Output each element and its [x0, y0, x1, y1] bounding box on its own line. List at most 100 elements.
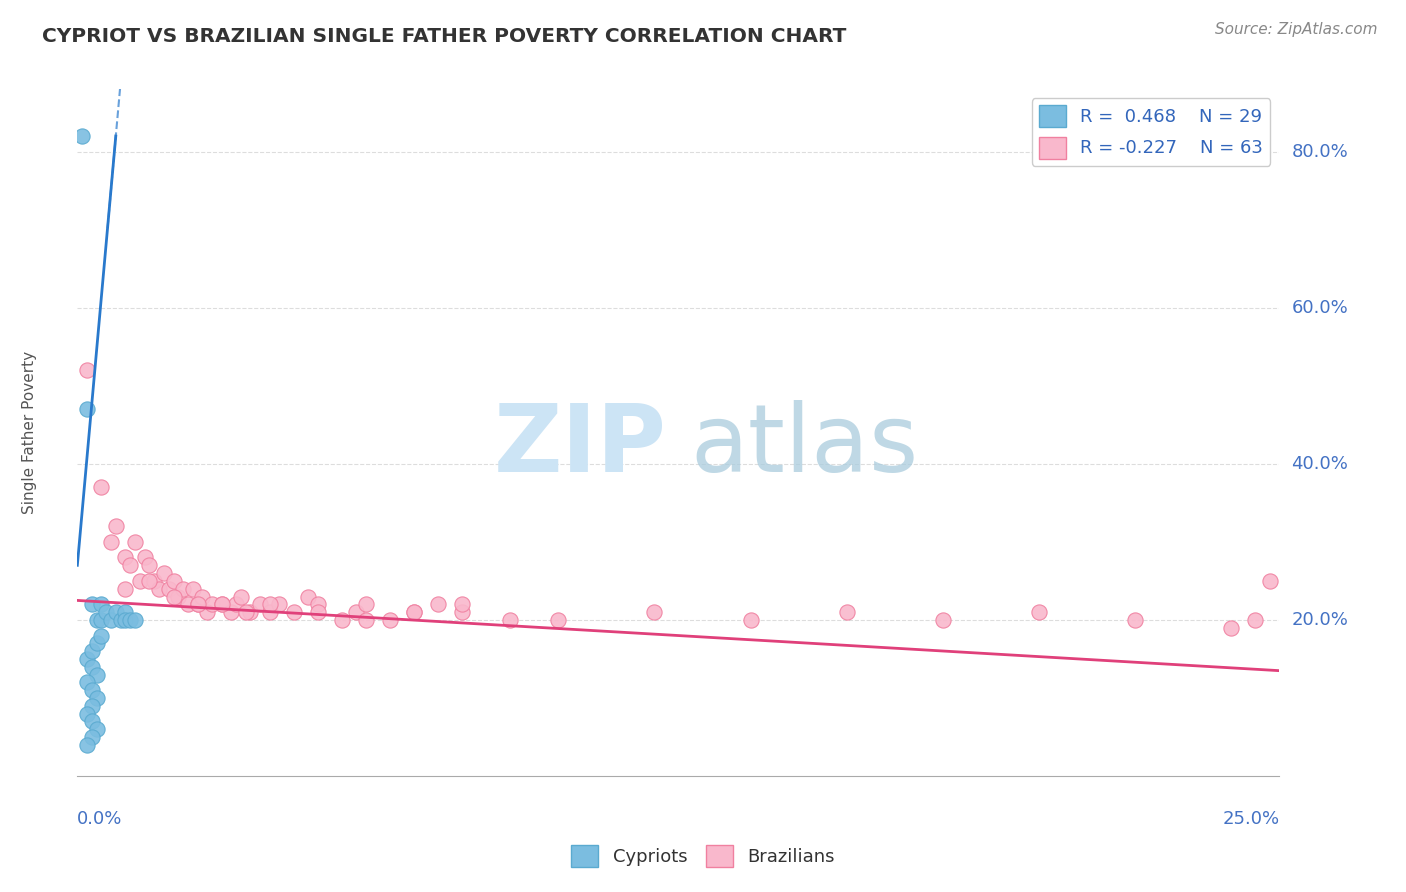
Point [172, 582, 194, 596]
Point [354, 613, 377, 627]
Point [167, 590, 190, 604]
Text: Single Father Poverty: Single Father Poverty [21, 351, 37, 514]
Point [86, 723, 108, 737]
Point [547, 613, 569, 627]
Text: 0.0%: 0.0% [77, 810, 122, 829]
Point [86, 667, 108, 681]
Point [80, 598, 103, 612]
Point [76, 675, 98, 690]
Text: 20.0%: 20.0% [1292, 611, 1348, 629]
Text: ZIP: ZIP [494, 401, 666, 492]
Point [177, 598, 200, 612]
Point [90, 598, 112, 612]
Point [100, 534, 122, 549]
Point [76, 652, 98, 666]
Point [134, 550, 156, 565]
Point [114, 550, 136, 565]
Point [80, 714, 103, 729]
Point [114, 582, 136, 596]
Point [235, 605, 257, 619]
Point [211, 598, 233, 612]
Point [191, 590, 214, 604]
Text: Source: ZipAtlas.com: Source: ZipAtlas.com [1215, 22, 1378, 37]
Point [76, 402, 98, 417]
Point [96, 605, 118, 619]
Point [1123, 613, 1146, 627]
Point [70, 128, 93, 143]
Point [225, 598, 247, 612]
Point [283, 605, 305, 619]
Point [80, 683, 103, 698]
Point [378, 613, 401, 627]
Point [80, 698, 103, 713]
Point [1244, 613, 1267, 627]
Point [80, 644, 103, 658]
Point [427, 598, 450, 612]
Point [86, 690, 108, 705]
Legend: Cypriots, Brazilians: Cypriots, Brazilians [564, 838, 842, 874]
Point [259, 598, 281, 612]
Point [162, 590, 184, 604]
Point [80, 660, 103, 674]
Point [1258, 574, 1281, 588]
Point [186, 598, 209, 612]
Point [76, 706, 98, 721]
Point [153, 566, 176, 580]
Point [90, 480, 112, 494]
Point [138, 574, 160, 588]
Point [330, 613, 353, 627]
Point [124, 534, 146, 549]
Point [1220, 621, 1243, 635]
Point [451, 605, 474, 619]
Point [162, 574, 184, 588]
Point [249, 598, 271, 612]
Point [90, 613, 112, 627]
Point [80, 730, 103, 744]
Point [354, 598, 377, 612]
Text: 60.0%: 60.0% [1292, 299, 1348, 317]
Point [181, 582, 204, 596]
Point [114, 613, 136, 627]
Text: atlas: atlas [690, 401, 918, 492]
Point [186, 598, 209, 612]
Point [499, 613, 522, 627]
Point [195, 605, 218, 619]
Text: 40.0%: 40.0% [1292, 455, 1348, 473]
Legend: R =  0.468    N = 29, R = -0.227    N = 63: R = 0.468 N = 29, R = -0.227 N = 63 [1032, 98, 1271, 166]
Point [120, 613, 142, 627]
Point [76, 363, 98, 377]
Point [932, 613, 955, 627]
Point [114, 605, 136, 619]
Point [269, 598, 291, 612]
Point [100, 613, 122, 627]
Point [124, 613, 146, 627]
Point [451, 598, 474, 612]
Text: 25.0%: 25.0% [1222, 810, 1279, 829]
Point [76, 738, 98, 752]
Point [120, 558, 142, 573]
Point [148, 582, 170, 596]
Point [86, 636, 108, 650]
Point [211, 598, 233, 612]
Point [90, 628, 112, 642]
Point [229, 590, 252, 604]
Point [239, 605, 262, 619]
Point [402, 605, 425, 619]
Point [307, 598, 329, 612]
Text: 80.0%: 80.0% [1292, 143, 1348, 161]
Point [201, 598, 224, 612]
Point [740, 613, 762, 627]
Text: CYPRIOT VS BRAZILIAN SINGLE FATHER POVERTY CORRELATION CHART: CYPRIOT VS BRAZILIAN SINGLE FATHER POVER… [42, 27, 846, 45]
Point [259, 605, 281, 619]
Point [835, 605, 858, 619]
Point [643, 605, 665, 619]
Point [110, 613, 132, 627]
Point [138, 558, 160, 573]
Point [402, 605, 425, 619]
Point [157, 582, 180, 596]
Point [128, 574, 150, 588]
Point [143, 574, 166, 588]
Point [297, 590, 319, 604]
Point [1028, 605, 1050, 619]
Point [104, 519, 127, 533]
